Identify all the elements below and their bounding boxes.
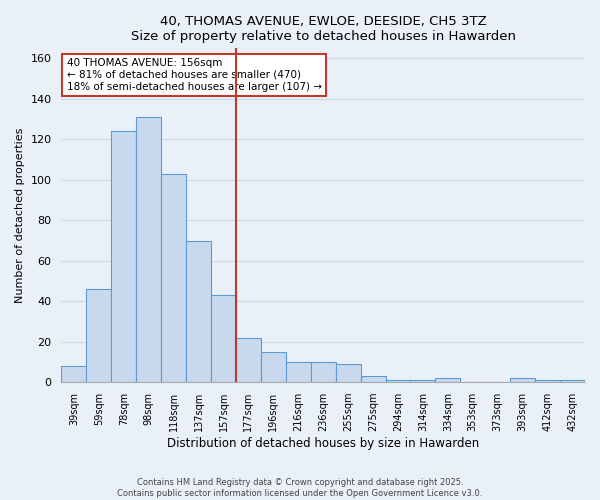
- Bar: [136, 117, 161, 382]
- Bar: [311, 362, 335, 382]
- Bar: [361, 376, 386, 382]
- Bar: [211, 295, 236, 382]
- Bar: [261, 352, 286, 382]
- Bar: [161, 174, 186, 382]
- Bar: [186, 240, 211, 382]
- Bar: [410, 380, 436, 382]
- Bar: [86, 289, 111, 382]
- Bar: [286, 362, 311, 382]
- Bar: [436, 378, 460, 382]
- Bar: [560, 380, 585, 382]
- Bar: [111, 132, 136, 382]
- Bar: [335, 364, 361, 382]
- Y-axis label: Number of detached properties: Number of detached properties: [15, 128, 25, 303]
- Title: 40, THOMAS AVENUE, EWLOE, DEESIDE, CH5 3TZ
Size of property relative to detached: 40, THOMAS AVENUE, EWLOE, DEESIDE, CH5 3…: [131, 15, 516, 43]
- Bar: [535, 380, 560, 382]
- Bar: [236, 338, 261, 382]
- Bar: [386, 380, 410, 382]
- Text: 40 THOMAS AVENUE: 156sqm
← 81% of detached houses are smaller (470)
18% of semi-: 40 THOMAS AVENUE: 156sqm ← 81% of detach…: [67, 58, 322, 92]
- Bar: [61, 366, 86, 382]
- Text: Contains HM Land Registry data © Crown copyright and database right 2025.
Contai: Contains HM Land Registry data © Crown c…: [118, 478, 482, 498]
- Bar: [510, 378, 535, 382]
- X-axis label: Distribution of detached houses by size in Hawarden: Distribution of detached houses by size …: [167, 437, 479, 450]
